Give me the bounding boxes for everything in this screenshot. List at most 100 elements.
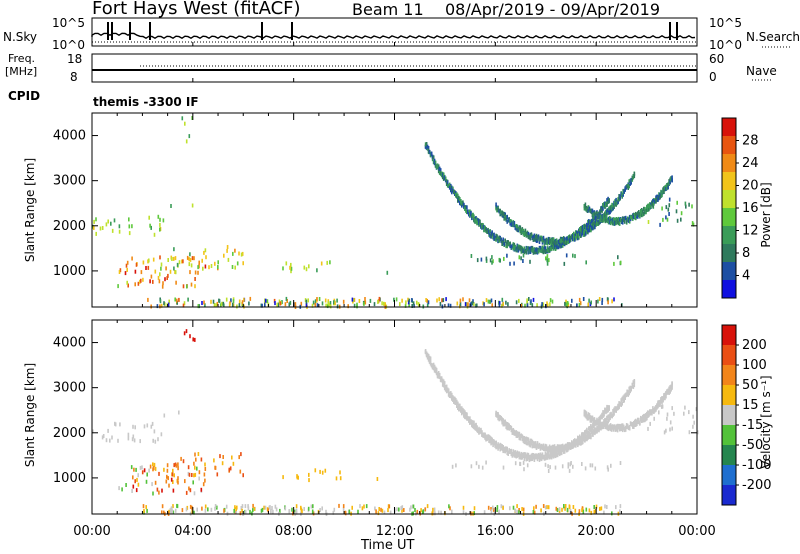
- heatmap-cell: [489, 435, 491, 440]
- heatmap-cell: [657, 197, 659, 202]
- heatmap-cell: [535, 233, 538, 238]
- heatmap-cell: [555, 506, 558, 511]
- heatmap-cell: [514, 453, 517, 458]
- heatmap-cell: [515, 226, 518, 231]
- heatmap-cell: [555, 241, 558, 246]
- heatmap-cell: [528, 234, 531, 239]
- heatmap-cell: [658, 402, 660, 407]
- heatmap-cell: [509, 425, 511, 430]
- heatmap-cell: [498, 417, 500, 422]
- heatmap-cell: [220, 303, 222, 308]
- heatmap-cell: [540, 445, 543, 450]
- heatmap-cell: [661, 191, 663, 196]
- heatmap-cell: [655, 407, 657, 412]
- heatmap-cell: [525, 250, 528, 255]
- heatmap-cell: [617, 216, 620, 221]
- xtick-label: 20:00: [577, 524, 614, 539]
- heatmap-cell: [132, 434, 135, 439]
- heatmap-cell: [613, 297, 615, 302]
- heatmap-cell: [518, 453, 521, 458]
- heatmap-cell: [497, 236, 499, 241]
- ytick-label: 1000: [53, 471, 86, 486]
- heatmap-cell: [533, 237, 536, 242]
- heatmap-cell: [189, 270, 191, 275]
- heatmap-cell: [437, 164, 440, 169]
- heatmap-cell: [312, 300, 315, 305]
- heatmap-cell: [602, 421, 605, 426]
- heatmap-cell: [502, 211, 504, 216]
- colorbar-segment: [722, 385, 736, 406]
- heatmap-cell: [178, 260, 181, 265]
- heatmap-cell: [594, 220, 596, 225]
- heatmap-cell: [532, 510, 535, 514]
- heatmap-cell: [669, 177, 671, 182]
- heatmap-cell: [540, 237, 543, 242]
- heatmap-cell: [582, 509, 585, 514]
- heatmap-cell: [554, 451, 557, 455]
- heatmap-cell: [447, 303, 450, 308]
- heatmap-cell: [613, 220, 616, 225]
- heatmap-cell: [586, 434, 588, 439]
- heatmap-cell: [644, 418, 646, 423]
- heatmap-cell: [167, 258, 169, 262]
- heatmap-cell: [625, 425, 628, 430]
- heatmap-cell: [478, 221, 480, 225]
- heatmap-cell: [524, 452, 527, 457]
- heatmap-cell: [514, 450, 517, 455]
- heatmap-cell: [575, 442, 577, 447]
- heatmap-cell: [469, 416, 471, 421]
- heatmap-cell: [582, 437, 584, 441]
- heatmap-cell: [554, 238, 557, 243]
- heatmap-cell: [653, 199, 655, 203]
- heatmap-cell: [459, 302, 462, 307]
- heatmap-cell: [670, 384, 672, 389]
- heatmap-cell: [507, 302, 509, 307]
- heatmap-cell: [507, 240, 509, 245]
- heatmap-cell: [181, 116, 184, 121]
- heatmap-cell: [267, 508, 269, 513]
- heatmap-cell: [516, 248, 519, 253]
- heatmap-cell: [444, 385, 447, 389]
- heatmap-cell: [622, 190, 624, 195]
- heatmap-cell: [216, 472, 219, 477]
- heatmap-cell: [485, 460, 487, 465]
- heatmap-cell: [595, 220, 597, 225]
- heatmap-cell: [143, 508, 145, 513]
- heatmap-cell: [452, 188, 454, 193]
- heatmap-cell: [521, 435, 524, 439]
- heatmap-cell: [504, 446, 506, 451]
- heatmap-cell: [181, 508, 184, 513]
- heatmap-cell: [172, 256, 175, 261]
- heatmap-cell: [533, 506, 535, 511]
- heatmap-cell: [575, 235, 577, 240]
- heatmap-cell: [241, 504, 244, 509]
- heatmap-cell: [544, 447, 547, 452]
- heatmap-cell: [289, 265, 291, 270]
- heatmap-cell: [505, 446, 507, 451]
- heatmap-cell: [598, 426, 600, 431]
- heatmap-cell: [105, 222, 108, 227]
- heatmap-cell: [529, 457, 532, 462]
- heatmap-cell: [519, 436, 522, 441]
- heatmap-cell: [185, 329, 188, 334]
- heatmap-cell: [426, 352, 429, 357]
- heatmap-cell: [364, 300, 367, 305]
- heatmap-cell: [623, 189, 625, 194]
- heatmap-cell: [223, 253, 225, 258]
- heatmap-cell: [519, 225, 522, 230]
- heatmap-cell: [188, 262, 191, 267]
- heatmap-cell: [182, 303, 185, 308]
- heatmap-cell: [544, 238, 547, 243]
- heatmap-cell: [426, 355, 429, 360]
- heatmap-cell: [573, 237, 575, 242]
- heatmap-cell: [500, 210, 502, 215]
- heatmap-cell: [172, 488, 175, 493]
- heatmap-cell: [512, 505, 515, 510]
- heatmap-cell: [176, 503, 178, 508]
- heatmap-cell: [197, 304, 200, 309]
- heatmap-cell: [191, 473, 193, 477]
- heatmap-cell: [381, 301, 383, 306]
- heatmap-cell: [628, 390, 630, 395]
- heatmap-cell: [494, 441, 496, 445]
- heatmap-cell: [119, 422, 121, 427]
